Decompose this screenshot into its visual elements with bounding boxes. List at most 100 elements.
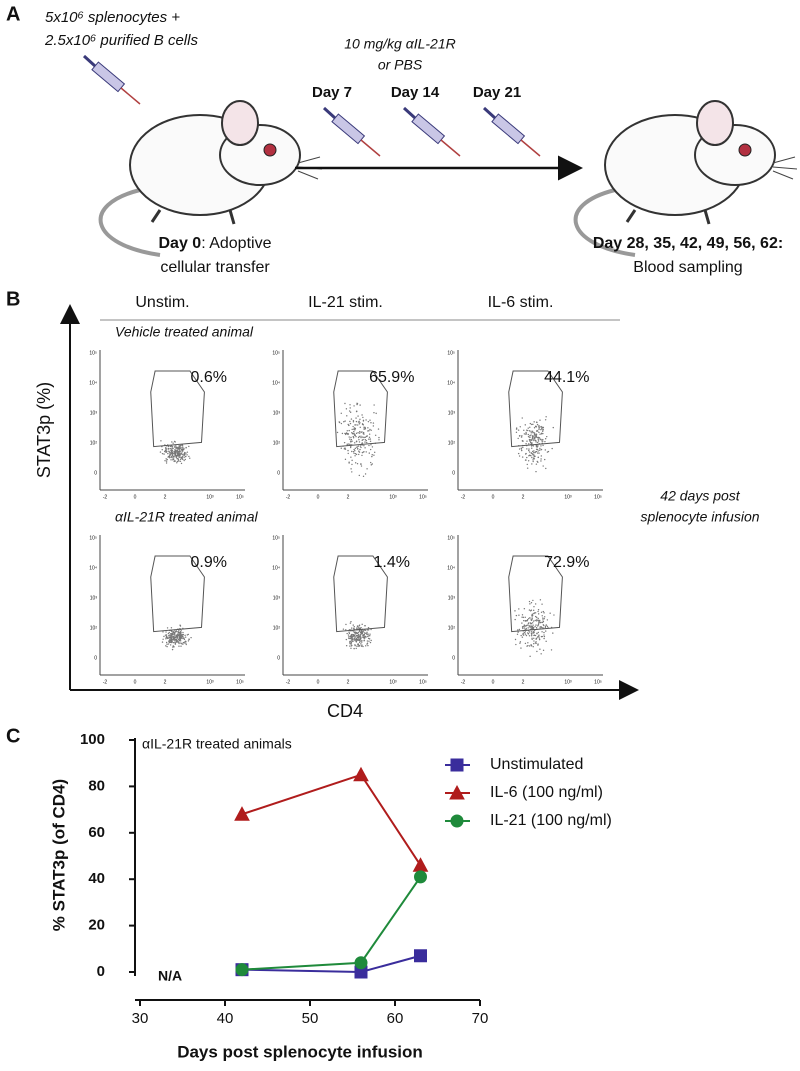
event-dot <box>362 645 364 648</box>
plot-tick: 0 <box>277 470 280 476</box>
event-dot <box>344 447 346 449</box>
event-dot <box>518 614 520 616</box>
event-dot <box>538 635 540 637</box>
plot-tick: 10⁴ <box>89 565 97 571</box>
x-tick-label: 50 <box>302 1010 319 1027</box>
event-dot <box>353 452 355 454</box>
event-dot <box>346 430 348 432</box>
event-dot <box>525 620 527 622</box>
event-dot <box>540 432 543 434</box>
event-dot <box>180 444 182 446</box>
event-dot <box>169 453 171 455</box>
event-dot <box>531 442 533 444</box>
event-dot <box>361 623 363 626</box>
event-dot <box>185 452 187 454</box>
plot-tick: 10² <box>90 440 98 446</box>
event-dot <box>363 632 366 634</box>
event-dot <box>180 448 183 450</box>
event-dot <box>526 429 528 431</box>
gate-percent: 0.6% <box>191 369 227 386</box>
event-dot <box>536 446 538 448</box>
event-dot <box>344 448 347 450</box>
treatment-text: 10 mg/kg αIL-21R <box>344 36 455 52</box>
event-dot <box>370 628 372 631</box>
event-dot <box>545 624 547 626</box>
event-dot <box>357 638 359 641</box>
event-dot <box>541 603 543 605</box>
event-dot <box>545 640 547 643</box>
event-dot <box>360 626 362 629</box>
event-dot <box>536 616 538 619</box>
event-dot <box>531 613 534 615</box>
event-dot <box>184 458 186 461</box>
event-dot <box>347 423 349 426</box>
plot-tick: -2 <box>103 494 108 500</box>
event-dot <box>372 425 375 427</box>
plot-tick: 0 <box>452 470 455 476</box>
gate-percent: 0.9% <box>191 554 227 571</box>
event-dot <box>552 632 554 634</box>
event-dot <box>354 429 356 431</box>
event-dot <box>349 438 351 440</box>
event-dot <box>521 614 524 616</box>
event-dot <box>162 631 164 633</box>
event-dot <box>358 635 360 637</box>
event-dot <box>170 639 172 642</box>
event-dot <box>352 451 355 453</box>
event-dot <box>185 455 187 458</box>
event-dot <box>365 435 368 438</box>
event-dot <box>347 449 349 452</box>
event-dot <box>350 468 352 470</box>
event-dot <box>350 441 352 443</box>
event-dot <box>346 433 349 435</box>
event-dot <box>518 455 521 457</box>
event-dot <box>540 448 543 451</box>
event-dot <box>527 433 530 436</box>
event-dot <box>180 645 182 647</box>
event-dot <box>359 418 361 421</box>
event-dot <box>165 460 168 462</box>
event-dot <box>521 616 523 618</box>
event-dot <box>340 447 342 449</box>
event-dot <box>364 629 367 631</box>
event-dot <box>185 643 187 646</box>
event-dot <box>535 444 538 447</box>
event-dot <box>543 637 545 640</box>
event-dot <box>358 441 361 443</box>
event-dot <box>366 633 368 636</box>
event-dot <box>545 416 547 418</box>
event-dot <box>540 611 543 613</box>
event-dot <box>526 645 528 647</box>
event-dot <box>180 446 182 449</box>
event-dot <box>535 642 537 645</box>
event-dot <box>527 460 530 462</box>
event-dot <box>161 641 164 643</box>
start-day: Day 0 <box>159 235 202 252</box>
event-dot <box>542 465 544 467</box>
event-dot <box>178 640 181 642</box>
event-dot <box>543 631 545 634</box>
panel-label: A <box>6 3 20 25</box>
event-dot <box>354 447 357 450</box>
event-dot <box>530 452 533 454</box>
event-dot <box>182 458 184 461</box>
event-dot <box>186 634 189 636</box>
event-dot <box>369 635 371 637</box>
event-dot <box>531 456 533 459</box>
event-dot <box>542 430 544 433</box>
event-dot <box>366 640 369 642</box>
event-dot <box>168 450 170 452</box>
event-dot <box>361 451 364 454</box>
event-dot <box>344 432 346 435</box>
y-axis-label: % STAT3p (of CD4) <box>49 779 68 931</box>
data-point <box>234 806 250 821</box>
event-dot <box>180 642 182 644</box>
event-dot <box>347 452 349 455</box>
event-dot <box>537 439 539 441</box>
event-dot <box>352 624 354 626</box>
event-dot <box>348 436 350 438</box>
event-dot <box>166 645 168 648</box>
event-dot <box>367 629 370 631</box>
event-dot <box>530 434 532 436</box>
event-dot <box>523 625 526 627</box>
